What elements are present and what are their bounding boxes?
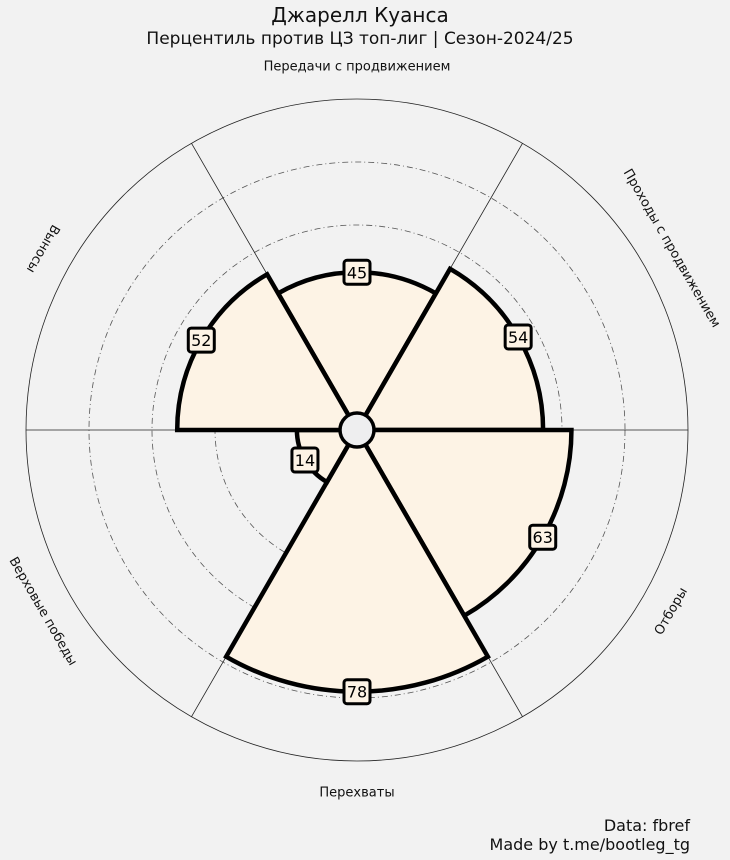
category-label-5: Выносы [23,222,63,275]
category-label-2: Отборы [652,585,691,638]
value-box [186,326,216,354]
chart-subtitle: Перцентиль против ЦЗ топ-лиг | Сезон-202… [146,29,574,49]
made-by-credit: Made by t.me/bootleg_tg [489,835,690,854]
value-text: 14 [295,451,315,470]
value-box [503,323,533,351]
value-box [528,523,558,551]
chart-title: Джарелл Куанса [271,3,449,27]
data-source: Data: fbref [603,816,690,835]
value-box [290,446,320,474]
value-box [342,258,372,286]
category-label-0: Передачи с продвижением [264,60,451,75]
center-circle [338,411,376,449]
value-label-0: 45 [342,258,372,286]
value-label-5: 52 [186,326,216,354]
value-text: 52 [191,331,211,350]
category-label-4: Верховые победы [5,555,79,669]
value-text: 63 [533,528,553,547]
value-text: 78 [347,683,367,702]
category-label-3: Перехваты [319,786,394,801]
category-label-1: Проходы с продвижением [620,167,723,331]
value-label-1: 54 [503,323,533,351]
value-label-4: 14 [290,446,320,474]
value-label-2: 63 [528,523,558,551]
value-label-3: 78 [342,678,372,706]
value-text: 45 [347,263,367,282]
value-box [342,678,372,706]
value-text: 54 [508,328,528,347]
